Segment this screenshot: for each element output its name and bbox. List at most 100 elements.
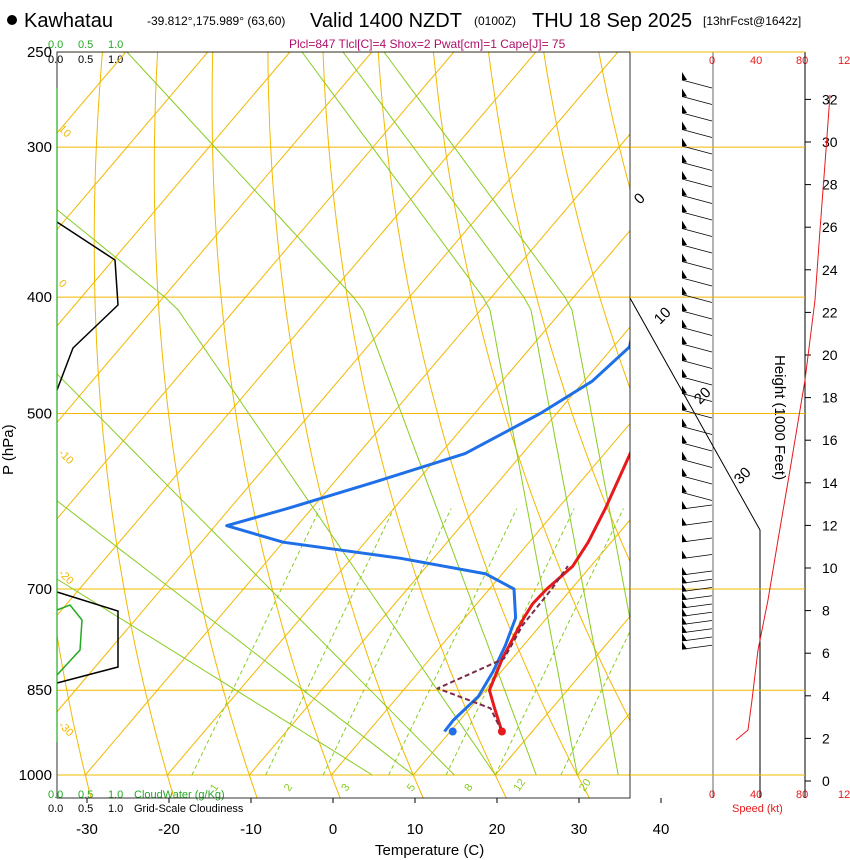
- wind-barb-flag: [682, 608, 687, 617]
- wind-barb-flag: [682, 501, 687, 509]
- cloudwater-tick-bottom-0: 0.0: [48, 789, 63, 801]
- dry-adiabat: [650, 31, 850, 801]
- wind-barb-flag: [682, 319, 687, 328]
- wind-barb-flag: [682, 402, 687, 410]
- location-name: Kawhatau: [24, 10, 113, 32]
- speed-axis-label: Speed (kt): [732, 803, 783, 815]
- wind-barb-flag: [682, 583, 687, 592]
- speed-tick-top-2: 80: [796, 55, 808, 67]
- cloudwater-tick-top-1: 0.5: [78, 39, 93, 51]
- wind-barb: [681, 195, 713, 204]
- moist-adiabat: [57, 578, 373, 776]
- dry-adiabat: [211, 52, 341, 798]
- wind-barb: [681, 587, 713, 592]
- cloudiness-tick-top-0: 0.0: [48, 54, 63, 66]
- dry-adiabat: [267, 52, 424, 798]
- height-tick-label: 0: [822, 773, 830, 789]
- wind-barb: [681, 145, 713, 155]
- y-axis-label: P (hPa): [0, 424, 17, 475]
- wind-barb: [681, 636, 713, 642]
- dry-adiabat: [543, 52, 630, 390]
- mixing-ratio-label: 5: [405, 782, 418, 794]
- wind-barb-flag: [682, 303, 687, 311]
- wind-barb: [681, 178, 713, 188]
- height-tick-label: 24: [822, 262, 838, 278]
- wind-barb: [681, 277, 713, 287]
- isotherm-label: 10: [651, 304, 675, 328]
- cloudwater-axis-label: CloudWater (g/Kg): [134, 789, 225, 801]
- wind-barb: [681, 79, 713, 89]
- wind-barb: [681, 620, 713, 625]
- dry-adiabat: [0, 31, 9, 801]
- isotherm-label: 0: [631, 190, 649, 208]
- mixing-ratio-line: [388, 508, 518, 776]
- wind-barb: [681, 426, 713, 435]
- wind-barb: [681, 521, 713, 526]
- x-tick-label: 20: [489, 821, 506, 838]
- pressure-tick-label: 250: [27, 44, 52, 61]
- dewpoint-line: [225, 336, 630, 733]
- mixing-ratio-label: 20: [577, 777, 594, 794]
- wind-barb: [681, 570, 713, 576]
- isotherm: [248, 326, 630, 776]
- wind-barb-flag: [682, 534, 687, 542]
- wind-barb: [681, 327, 713, 336]
- pressure-tick-label: 700: [27, 581, 52, 598]
- wind-barb-flag: [682, 567, 687, 575]
- height-tick-label: 6: [822, 645, 830, 661]
- moist-adiabat: [57, 209, 496, 776]
- hodograph-border: [629, 297, 761, 798]
- dry-adiabat: [322, 52, 507, 798]
- wind-barb: [681, 96, 713, 105]
- wind-barb-flag: [682, 517, 687, 526]
- speed-tick-bottom-3: 12: [838, 789, 850, 801]
- height-tick-label: 22: [822, 304, 838, 320]
- cloudwater-tick-top-0: 0.0: [48, 39, 63, 51]
- height-tick-label: 18: [822, 390, 838, 406]
- pressure-tick-label: 1000: [19, 767, 52, 784]
- height-tick-label: 14: [822, 475, 838, 491]
- isotherm: [57, 52, 291, 327]
- wind-barb: [681, 360, 713, 369]
- x-tick-label: 40: [653, 821, 670, 838]
- isotherm-label: 20: [691, 384, 715, 408]
- wind-barb: [681, 244, 713, 254]
- wind-barb-flag: [682, 451, 687, 460]
- height-tick-label: 30: [822, 134, 838, 150]
- wind-barb: [681, 442, 713, 452]
- mixing-ratio-label: 1: [208, 782, 221, 794]
- wind-barb: [681, 112, 713, 122]
- plot-frame: [56, 51, 631, 799]
- wind-barb: [681, 343, 713, 353]
- wind-barb: [681, 162, 713, 171]
- wind-barb-flag: [682, 121, 687, 130]
- cloudwater-tick-top-2: 1.0: [108, 39, 123, 51]
- wind-barb-flag: [682, 641, 687, 650]
- height-tick-label: 4: [822, 688, 830, 704]
- valid-time: Valid 1400 NZDT: [310, 10, 462, 32]
- pressure-tick-label: 300: [27, 139, 52, 156]
- x-tick-label: 30: [571, 821, 588, 838]
- wind-barb: [681, 537, 713, 543]
- dry-adiabat: [93, 52, 175, 798]
- left-theta-label: -10: [56, 447, 76, 467]
- wind-barb-flag: [682, 72, 687, 80]
- cloudiness-tick-bottom-0: 0.0: [48, 803, 63, 815]
- wind-barb: [681, 211, 713, 221]
- wind-barb: [681, 310, 713, 320]
- left-theta-label: -20: [56, 568, 76, 588]
- wind-barb: [681, 129, 713, 138]
- cloudiness-tick-bottom-1: 0.5: [78, 803, 93, 815]
- height-tick-label: 16: [822, 432, 838, 448]
- surface-temp-marker: [497, 727, 506, 736]
- isotherm: [57, 52, 209, 231]
- cloudiness-tick-top-2: 1.0: [108, 54, 123, 66]
- plot-area: [0, 31, 850, 801]
- wind-barb: [681, 628, 713, 634]
- wind-barb: [681, 595, 713, 601]
- mixing-ratio-label: 2: [282, 782, 295, 794]
- isotherm: [57, 52, 373, 424]
- wind-barb: [681, 376, 713, 386]
